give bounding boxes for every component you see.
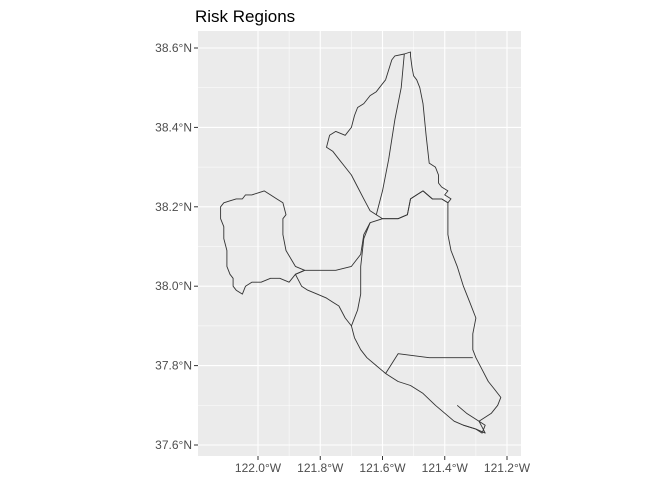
region-boundary-west — [220, 190, 305, 295]
region-boundary-north-divide — [375, 53, 405, 215]
lon-tick-label: 121.2°W — [484, 461, 531, 475]
map-title: Risk Regions — [195, 7, 295, 26]
region-boundary-southeast-inset — [456, 404, 486, 434]
lat-tick-label: 38.0°N — [155, 279, 192, 293]
lat-tick-label: 37.8°N — [155, 359, 192, 373]
lat-tick-label: 38.6°N — [155, 41, 192, 55]
region-boundary-south-divide — [385, 353, 473, 374]
lat-tick-label: 37.6°N — [155, 438, 192, 452]
region-boundaries — [220, 51, 502, 434]
lon-tick-label: 121.6°W — [359, 461, 406, 475]
lat-tick-label: 38.4°N — [155, 120, 192, 134]
lon-tick-label: 121.8°W — [297, 461, 344, 475]
region-boundary-central — [295, 190, 502, 434]
lon-tick-label: 121.4°W — [422, 461, 469, 475]
longitude-axis: 122.0°W 121.8°W 121.6°W 121.4°W 121.2°W — [235, 456, 531, 475]
lon-tick-label: 122.0°W — [235, 461, 282, 475]
region-boundary-central-divide — [350, 222, 371, 327]
map-panel — [198, 31, 521, 456]
latitude-axis: 38.6°N 38.4°N 38.2°N 38.0°N 37.8°N 37.6°N — [155, 41, 198, 452]
lat-tick-label: 38.2°N — [155, 200, 192, 214]
graticule — [198, 31, 521, 456]
